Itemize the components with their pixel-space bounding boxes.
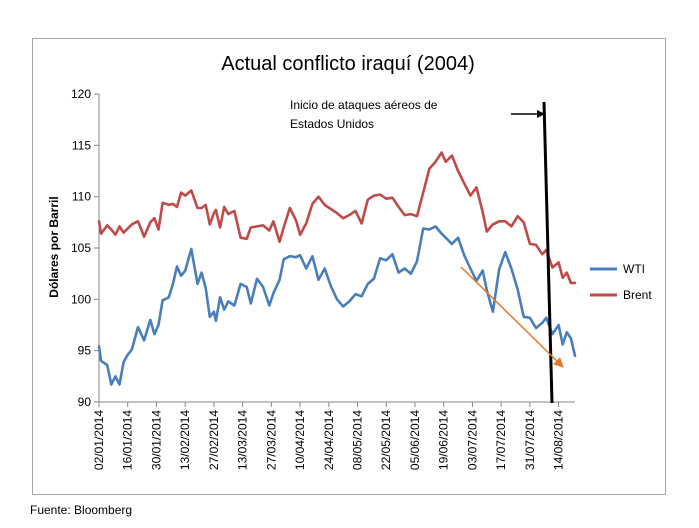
x-tick-label: 24/04/2014 (322, 410, 336, 470)
annotation-line2: Estados Unidos (290, 117, 374, 131)
series-line-wti (97, 225, 577, 386)
series-layer (97, 151, 577, 386)
y-tick-label: 105 (71, 241, 91, 255)
event-vertical-line (542, 101, 554, 404)
y-axis-label: Dólares por Barril (47, 196, 61, 297)
source-note: Fuente: Bloomberg (30, 503, 133, 517)
x-tick-label: 05/06/2014 (408, 410, 422, 470)
chart-frame: Actual conflicto iraquí (2004) Dólares p… (32, 38, 666, 495)
x-tick-label: 16/01/2014 (121, 410, 135, 470)
x-tick-label: 14/08/2014 (552, 410, 566, 470)
chart-svg: Actual conflicto iraquí (2004) Dólares p… (47, 53, 652, 470)
x-tick-label: 22/05/2014 (379, 410, 393, 470)
y-tick-label: 110 (72, 190, 91, 204)
x-tick-label: 27/02/2014 (207, 410, 221, 470)
x-tick-label: 02/01/2014 (92, 410, 106, 470)
y-tick-label: 120 (71, 87, 91, 101)
annotation-line1: Inicio de ataques aéreos de (290, 98, 438, 112)
y-tick-label: 100 (71, 292, 91, 306)
x-tick-label: 13/03/2014 (236, 410, 250, 470)
legend-brent-label: Brent (623, 288, 652, 302)
x-tick-label: 17/07/2014 (494, 410, 508, 470)
x-tick-label: 10/04/2014 (293, 410, 307, 470)
y-tick-label: 90 (78, 395, 92, 409)
trend-arrow (460, 266, 564, 368)
legend: WTI Brent (590, 262, 652, 302)
y-tick-label: 115 (72, 138, 91, 152)
x-tick-label: 08/05/2014 (351, 410, 365, 470)
x-axis: 02/01/2014 16/01/2014 30/01/2014 13/02/2014… (92, 401, 575, 470)
chart-title: Actual conflicto iraquí (2004) (221, 53, 474, 75)
x-tick-label: 31/07/2014 (523, 410, 537, 470)
y-axis: 90 95 100 105 110 115 120 (71, 87, 100, 409)
x-tick-label: 03/07/2014 (465, 410, 479, 470)
series-line-brent (97, 151, 577, 285)
y-tick-label: 95 (78, 344, 92, 358)
x-tick-label: 13/02/2014 (178, 410, 192, 470)
x-tick-label: 19/06/2014 (437, 410, 451, 470)
legend-wti-label: WTI (623, 262, 645, 276)
x-tick-label: 30/01/2014 (149, 410, 163, 470)
x-tick-label: 27/03/2014 (264, 410, 278, 470)
